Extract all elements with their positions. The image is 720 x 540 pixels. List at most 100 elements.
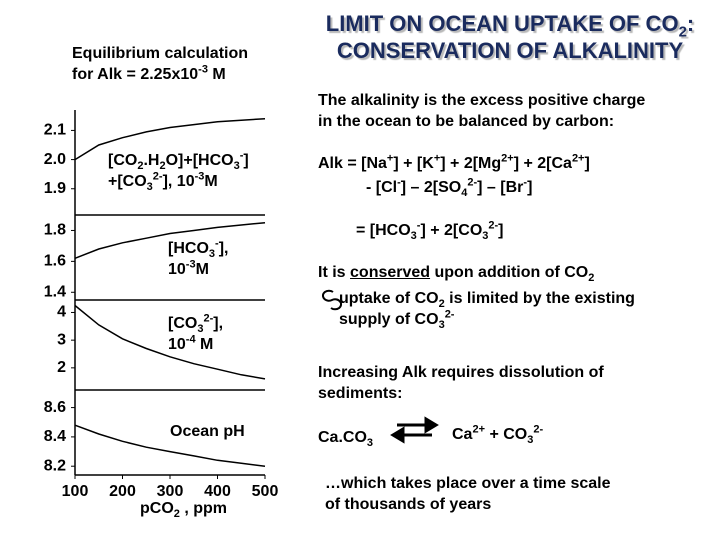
y-tick-label: 2.1 [44,122,66,139]
text-run: Ca [452,426,473,443]
text-line: [CO32-], [168,313,223,335]
text-run: - [416,219,421,232]
text-run: 2+ [501,152,514,165]
reaction-products: Ca2+ + CO32- [452,424,543,446]
text-line: LIMIT ON OCEAN UPTAKE OF CO2: [300,10,720,39]
text-line: of thousands of years [325,494,610,515]
panel-annotation: [CO32-], 10-4 M [168,313,223,355]
text-line: = [HCO3-] + 2[CO32-] [356,219,504,243]
text-run: , ppm [179,500,228,517]
text-run: - [215,237,219,250]
text-run: The alkalinity is the excess positive ch… [318,92,646,109]
text-run: 2 [137,160,144,173]
x-axis-label: pCO2 , ppm [140,498,228,521]
text-run: ] + [K [393,155,434,172]
data-line [74,221,266,259]
text-run: is limited by the existing [444,290,635,307]
text-line: Equilibrium calculation [72,43,248,64]
text-run: [HCO [168,240,209,257]
text-run: = [HCO [356,222,411,239]
text-run: 2 [173,508,180,521]
text-run: 3 [482,230,489,243]
y-tick-label: 1.6 [44,253,66,270]
text-run: -3 [198,63,208,76]
conservation-text: It is conserved upon addition of CO2 [318,262,595,285]
y-tick-label: 8.4 [44,428,66,445]
text-run: 3 [208,248,216,261]
definition-text: The alkalinity is the excess positive ch… [318,90,645,132]
text-run: : [686,11,695,36]
text-line: Ca.CO3 [318,427,374,450]
text-run: - [239,149,244,162]
x-tick-label: 200 [109,483,136,500]
text-run: O]+[HCO [165,152,234,169]
text-run: 3 [366,437,374,450]
equation-line: - [Cl-] – 2[SO42-] – [Br-] [366,176,533,200]
text-run: 2- [488,219,499,232]
text-run: ] [243,152,249,169]
text-run: Ocean pH [170,423,245,440]
text-run: - [523,176,528,189]
text-line: …which takes place over a time scale [325,473,610,494]
text-line: 10-3M [168,259,228,280]
text-run: pCO [140,500,174,517]
text-run: ] [498,222,504,239]
text-run: + CO [485,426,528,443]
text-run: ] + 2[Mg [440,155,502,172]
text-run: …which takes place over a time scale [325,475,611,492]
text-run: CONSERVATION OF ALKALINITY [336,38,684,63]
data-line [74,304,266,380]
y-tick-label: 1.9 [44,180,66,197]
text-line: pCO2 , ppm [140,498,228,521]
text-line: - [Cl-] – 2[SO42-] – [Br-] [366,176,533,200]
text-run: M [204,173,218,190]
text-line: Ca2+ + CO32- [452,424,543,446]
x-tick-label: 300 [157,483,184,500]
text-run: conserved [350,264,431,281]
text-run: Alk = [Na [318,155,387,172]
text-run: 2 [159,160,166,173]
text-run: 2 [588,272,595,285]
text-run: ] [527,179,533,196]
text-run: M [195,261,209,278]
text-run: +[CO [108,173,147,190]
text-line: Ocean pH [170,421,245,442]
reaction-reactant: Ca.CO3 [318,427,374,450]
text-run: + [386,152,394,165]
text-run: ], [218,240,229,257]
y-tick-label: 2 [57,359,66,376]
text-run: ] + 2[CO [420,222,483,239]
text-line: +[CO32-], 10-3M [108,171,249,194]
text-run: It is [318,264,351,281]
text-run: 4 [461,187,468,200]
chart-heading: Equilibrium calculation for Alk = 2.25x10… [72,43,248,85]
text-line: It is conserved upon addition of CO2 [318,262,595,285]
equation-line: = [HCO3-] + 2[CO32-] [356,219,504,243]
x-tick-label: 400 [204,483,231,500]
dissolution-text: Increasing Alk requires dissolution of se… [318,362,604,404]
text-run: Equilibrium calculation [72,45,249,62]
text-run: 3 [146,181,153,194]
text-run: supply of CO [339,311,439,328]
y-tick-label: 4 [57,304,66,321]
text-run: 10 [168,261,186,278]
text-run: 3 [233,160,240,173]
x-tick-label: 500 [252,483,279,500]
text-run: ] [584,155,590,172]
text-run: - [Cl [366,179,398,196]
text-run: Increasing Alk requires dissolution of [318,364,604,381]
text-run: ] + 2[Ca [513,155,572,172]
timescale-text: …which takes place over a time scale of t… [325,473,610,515]
text-run: -4 [185,333,196,346]
bullet-symbol [321,289,343,311]
panel-annotation: [CO2.H2O]+[HCO3-] +[CO32-], 10-3M [108,149,249,194]
text-line: for Alk = 2.25x10-3 M [72,64,248,85]
text-run: 3 [410,230,417,243]
y-tick-label: 3 [57,331,66,348]
text-run: 10 [168,336,186,353]
text-line: sediments: [318,383,604,404]
text-line: [CO2.H2O]+[HCO3-] [108,149,249,173]
y-tick-label: 1.4 [44,283,66,300]
text-run: 2 [438,298,445,311]
text-run: in the ocean to be balanced by carbon: [318,113,615,130]
